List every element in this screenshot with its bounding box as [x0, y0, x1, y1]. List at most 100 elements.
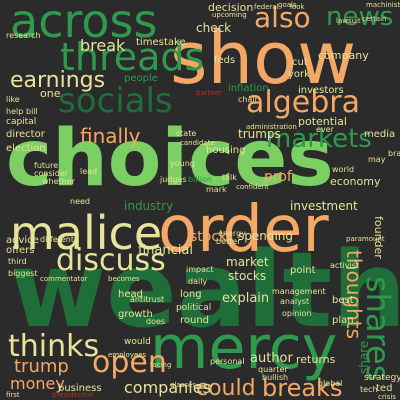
- word-head: head: [118, 289, 143, 300]
- word-show: show: [170, 16, 357, 100]
- word-whether: whether: [42, 177, 75, 186]
- word-market: market: [226, 255, 269, 269]
- word-bullish: bullish: [262, 373, 289, 382]
- word-glasses: glasses: [170, 381, 196, 389]
- word-decision: decision: [208, 1, 254, 14]
- word-employees: employees: [108, 351, 147, 359]
- word-people: people: [124, 73, 158, 84]
- word-better: better: [216, 237, 241, 246]
- word-election: election: [6, 143, 46, 154]
- word-advice: advice: [6, 235, 39, 246]
- word-ever: ever: [316, 125, 334, 134]
- word-future: future: [34, 161, 59, 170]
- word-daily: daily: [188, 277, 208, 286]
- word-also: also: [254, 1, 311, 34]
- word-strategy: strategy: [364, 373, 400, 383]
- word-order: order: [158, 193, 329, 267]
- word-breaks: breaks: [262, 374, 343, 400]
- word-administration: administration: [246, 123, 297, 131]
- word-presidential: presidential: [52, 391, 94, 399]
- word-billion: billion: [188, 175, 212, 184]
- word-news: news: [326, 2, 394, 32]
- word-round: round: [180, 315, 210, 326]
- word-partner: partner: [196, 89, 222, 97]
- word-young: young: [170, 159, 195, 168]
- word-earnings: earnings: [10, 68, 106, 93]
- word-like: like: [6, 95, 20, 104]
- word-case: case: [196, 383, 213, 391]
- word-capital: capital: [6, 117, 37, 127]
- word-best: best: [332, 295, 354, 306]
- word-company: company: [318, 49, 369, 62]
- word-check: check: [196, 21, 232, 35]
- word-global: global: [318, 379, 343, 388]
- word-housing: housing: [206, 145, 246, 156]
- word-times: times: [136, 37, 164, 48]
- word-ted: ted: [376, 383, 393, 394]
- word-biggest: biggest: [8, 269, 38, 278]
- word-does: does: [146, 317, 166, 326]
- word-activist: activist: [330, 261, 359, 270]
- word-goals: goals: [278, 1, 297, 9]
- word-commentator: commentator: [40, 275, 88, 283]
- word-investors: investors: [298, 85, 344, 96]
- word-plan: plan: [332, 315, 354, 326]
- word-becomes: becomes: [108, 275, 140, 283]
- word-threads: threads: [60, 35, 205, 79]
- word-break: break: [80, 36, 126, 55]
- word-mark: mark: [206, 185, 227, 194]
- word-spending: spending: [238, 229, 294, 243]
- word-tech: tech: [360, 385, 378, 394]
- word-research: research: [6, 31, 41, 40]
- word-federal: federal: [254, 3, 279, 11]
- word-cut: cut: [292, 57, 308, 68]
- word-companies: companies: [124, 378, 211, 397]
- word-judges: judges: [160, 175, 187, 184]
- word-could: could: [196, 376, 256, 400]
- word-different: different: [40, 235, 74, 244]
- word-brand: brand: [388, 149, 400, 158]
- word-first: first: [6, 391, 20, 399]
- word-stock: stock: [190, 229, 228, 245]
- word-media: media: [364, 129, 396, 140]
- word-director: director: [6, 129, 45, 140]
- word-take: take: [164, 37, 186, 48]
- word-may: may: [368, 155, 386, 164]
- word-energy: energy: [218, 229, 246, 238]
- word-trumps: trumps: [238, 127, 281, 141]
- word-money: money: [10, 374, 65, 393]
- word-talk: talk: [222, 173, 237, 182]
- word-finally: finally: [80, 124, 141, 148]
- word-algebra: algebra: [246, 85, 360, 120]
- word-facing: facing: [150, 361, 172, 369]
- word-third: third: [8, 257, 27, 266]
- word-socials: socials: [58, 81, 173, 121]
- word-consider: consider: [34, 169, 69, 178]
- word-lead: lead: [80, 167, 98, 176]
- word-quarter: quarter: [258, 365, 288, 374]
- word-offers: offers: [6, 245, 35, 256]
- word-across: across: [10, 0, 158, 48]
- word-need: need: [70, 197, 90, 206]
- word-choices: choices: [6, 114, 334, 204]
- word-world: world: [332, 165, 355, 174]
- word-author: author: [250, 351, 293, 366]
- word-markets: markets: [266, 124, 372, 154]
- word-political: political: [176, 303, 212, 313]
- word-machinist: machinist: [366, 1, 400, 9]
- word-business: business: [58, 383, 102, 394]
- word-look: look: [290, 3, 305, 11]
- word-mercy: mercy: [150, 313, 338, 383]
- word-bill: bill: [26, 107, 38, 116]
- word-management: management: [272, 287, 326, 296]
- word-confident: confident: [236, 183, 269, 191]
- word-chair: chair: [238, 95, 258, 104]
- word-upcoming: upcoming: [212, 11, 247, 19]
- word-trump: trump: [14, 356, 69, 377]
- word-opinion: opinion: [282, 309, 312, 318]
- word-impact: impact: [186, 265, 214, 274]
- word-thinks: thinks: [8, 329, 100, 364]
- word-paramount: paramount: [346, 235, 385, 243]
- word-would: would: [124, 337, 151, 347]
